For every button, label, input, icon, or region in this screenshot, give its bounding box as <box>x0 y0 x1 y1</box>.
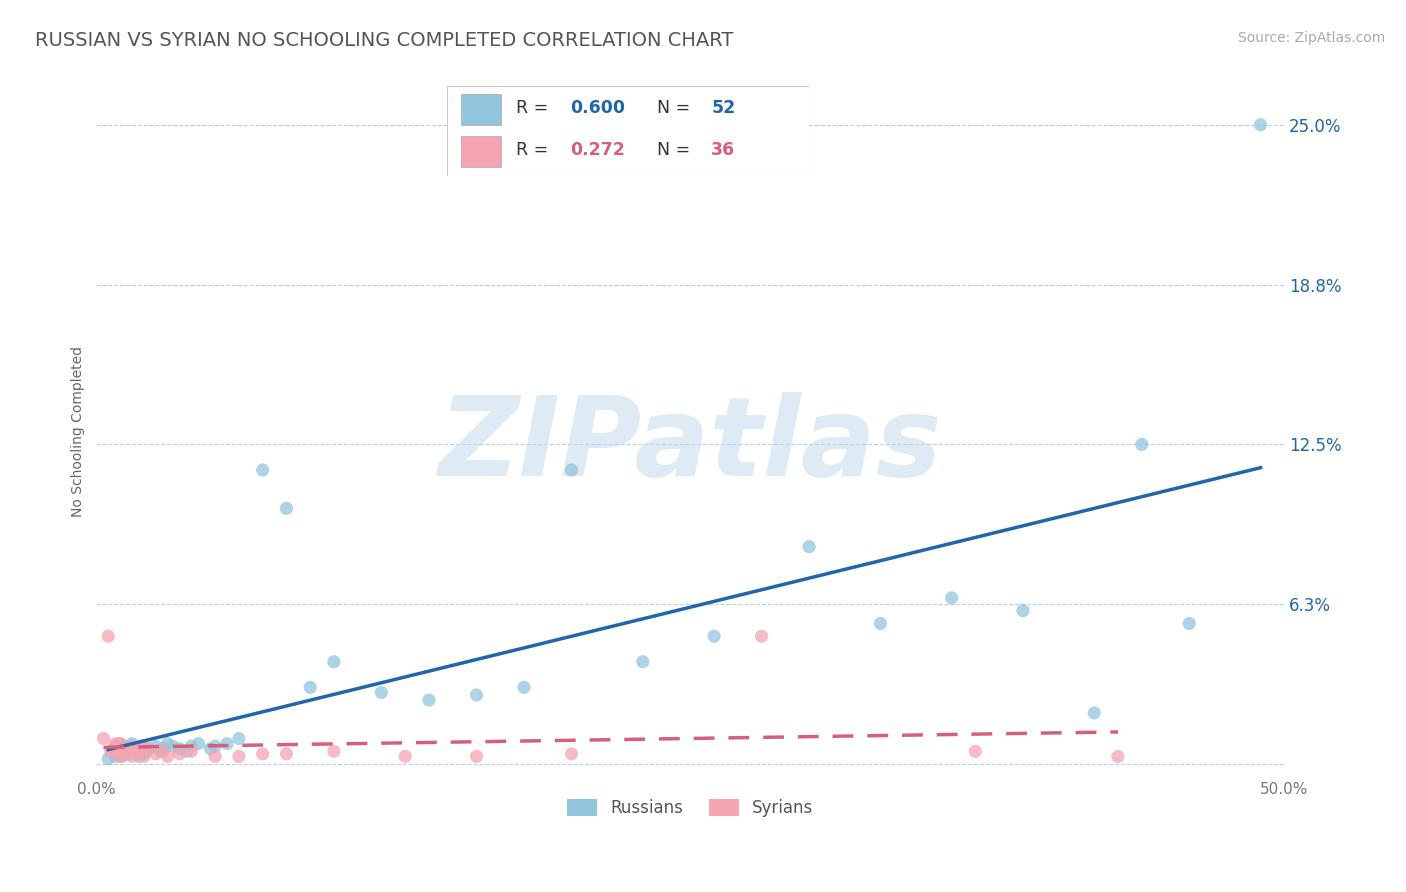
Point <box>101 741 124 756</box>
Point <box>107 747 129 761</box>
Point <box>124 741 146 756</box>
Point <box>465 688 488 702</box>
Point <box>108 741 131 756</box>
Point <box>132 749 155 764</box>
Point <box>1178 616 1201 631</box>
Point <box>125 747 148 761</box>
Point <box>180 739 202 754</box>
Point <box>131 739 153 754</box>
Point <box>370 685 392 699</box>
Point <box>100 744 122 758</box>
Point <box>152 744 174 758</box>
Point <box>797 540 820 554</box>
Point <box>145 747 167 761</box>
Point <box>124 744 146 758</box>
Point <box>276 501 298 516</box>
Point <box>104 739 127 754</box>
Point <box>941 591 963 605</box>
Point <box>149 744 172 758</box>
Point <box>128 749 150 764</box>
Point <box>162 739 184 754</box>
Point <box>394 749 416 764</box>
Point <box>108 737 131 751</box>
Point <box>107 744 129 758</box>
Point <box>176 744 198 758</box>
Point <box>156 749 179 764</box>
Point <box>631 655 654 669</box>
Text: RUSSIAN VS SYRIAN NO SCHOOLING COMPLETED CORRELATION CHART: RUSSIAN VS SYRIAN NO SCHOOLING COMPLETED… <box>35 31 734 50</box>
Text: ZIPatlas: ZIPatlas <box>439 392 942 499</box>
Y-axis label: No Schooling Completed: No Schooling Completed <box>72 346 86 517</box>
Point <box>104 737 127 751</box>
Point <box>115 741 138 756</box>
Point <box>1250 118 1272 132</box>
Point <box>465 749 488 764</box>
Point <box>418 693 440 707</box>
Point <box>118 747 141 761</box>
Point <box>299 681 322 695</box>
Point <box>101 744 124 758</box>
Point <box>121 737 143 751</box>
Point <box>131 739 153 754</box>
Point <box>215 737 238 751</box>
Point <box>513 681 536 695</box>
Point <box>169 741 191 756</box>
Legend: Russians, Syrians: Russians, Syrians <box>561 792 820 824</box>
Point <box>228 749 250 764</box>
Point <box>560 747 582 761</box>
Point <box>252 747 274 761</box>
Point <box>965 744 987 758</box>
Point <box>108 749 131 764</box>
Point <box>128 744 150 758</box>
Point <box>114 744 136 758</box>
Point <box>111 749 134 764</box>
Point <box>152 741 174 756</box>
Point <box>200 741 222 756</box>
Point <box>118 739 141 754</box>
Point <box>145 739 167 754</box>
Point <box>1107 749 1129 764</box>
Point <box>204 739 226 754</box>
Text: Source: ZipAtlas.com: Source: ZipAtlas.com <box>1237 31 1385 45</box>
Point <box>132 747 155 761</box>
Point <box>1083 706 1105 720</box>
Point <box>323 744 346 758</box>
Point <box>276 747 298 761</box>
Point <box>228 731 250 746</box>
Point <box>111 741 134 756</box>
Point <box>138 741 160 756</box>
Point <box>121 749 143 764</box>
Point <box>252 463 274 477</box>
Point <box>111 739 134 754</box>
Point <box>104 749 127 764</box>
Point <box>97 752 120 766</box>
Point <box>187 737 209 751</box>
Point <box>869 616 891 631</box>
Point <box>156 737 179 751</box>
Point <box>180 744 202 758</box>
Point <box>108 737 131 751</box>
Point <box>1130 437 1153 451</box>
Point <box>97 629 120 643</box>
Point <box>93 731 115 746</box>
Point <box>169 747 191 761</box>
Point <box>703 629 725 643</box>
Point <box>204 749 226 764</box>
Point <box>125 741 148 756</box>
Point <box>751 629 773 643</box>
Point <box>560 463 582 477</box>
Point <box>138 741 160 756</box>
Point <box>323 655 346 669</box>
Point <box>115 744 138 758</box>
Point <box>1012 604 1035 618</box>
Point <box>135 744 157 758</box>
Point <box>121 739 143 754</box>
Point <box>114 747 136 761</box>
